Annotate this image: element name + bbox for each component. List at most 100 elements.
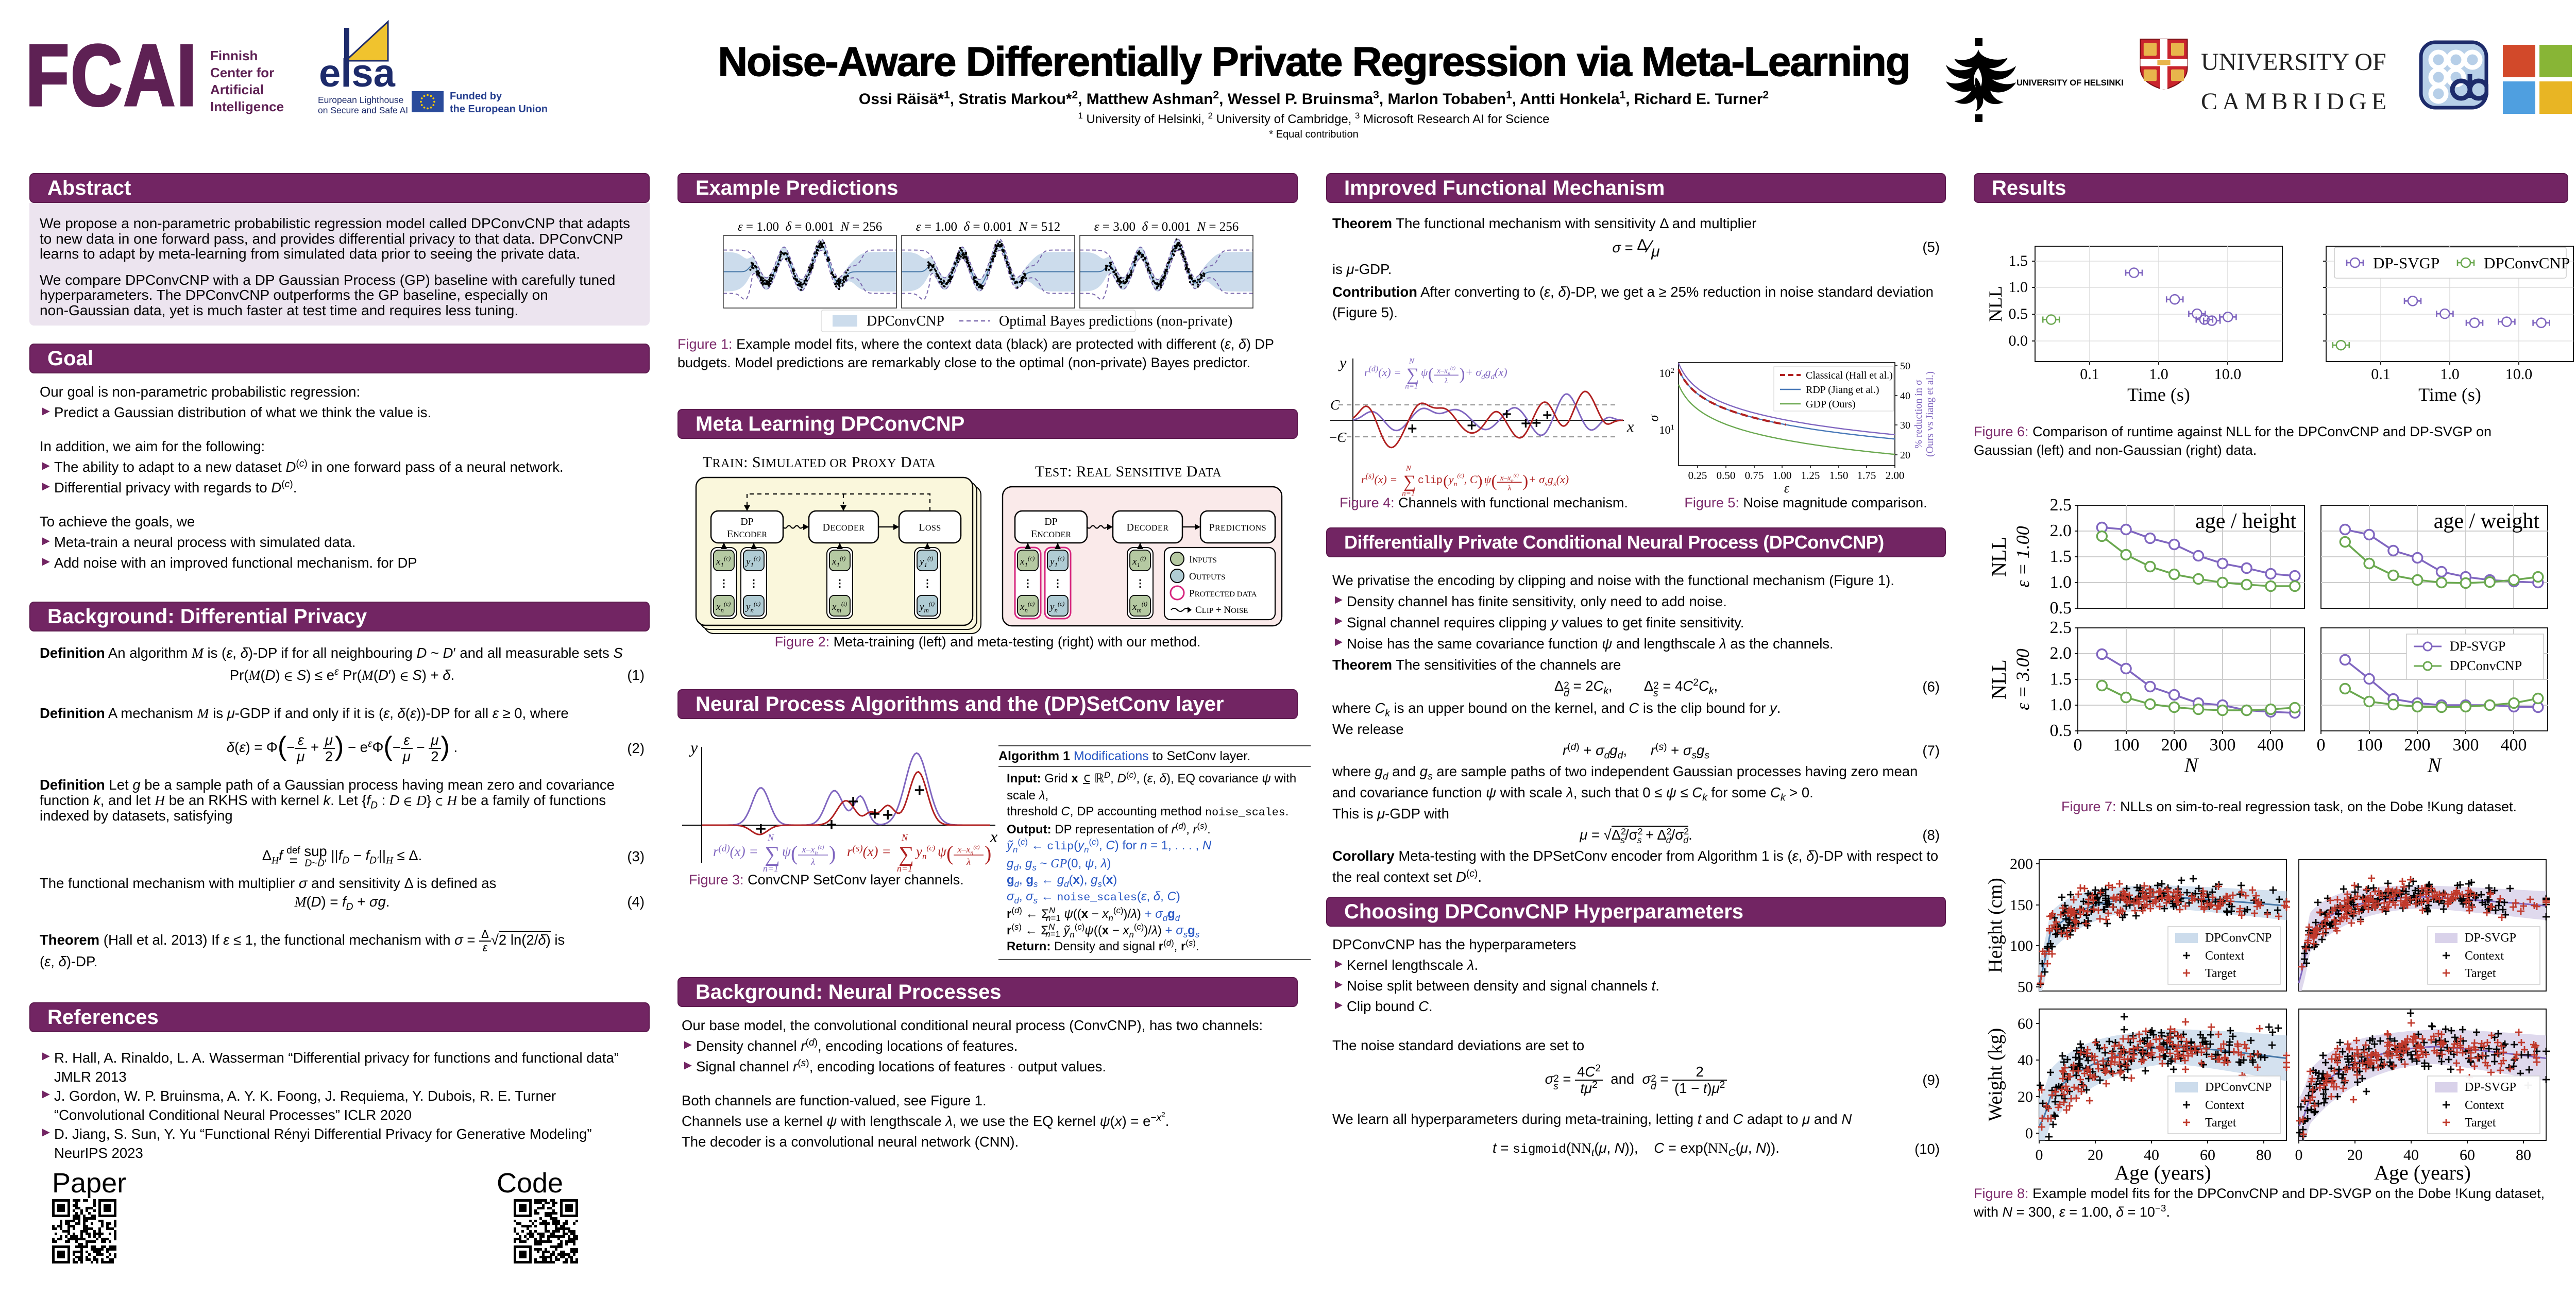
svg-text:1.5: 1.5 (2050, 670, 2072, 689)
svg-text:20: 20 (2018, 1088, 2033, 1105)
svg-text:∑: ∑ (1406, 365, 1419, 384)
svg-text:ε: ε (1784, 481, 1790, 496)
svg-text:yn(c): yn(c) (745, 600, 760, 614)
svg-text:⋮: ⋮ (1135, 578, 1145, 589)
svg-text:N: N (1405, 464, 1412, 472)
svg-text:on Secure and Safe AI: on Secure and Safe AI (318, 105, 408, 113)
svg-text:xn(c): xn(c) (1020, 600, 1035, 614)
svg-text:−C: −C (1329, 430, 1347, 445)
svg-text:): ) (985, 842, 991, 865)
svg-text:0.25: 0.25 (1688, 469, 1707, 482)
svg-text:Target: Target (2205, 967, 2236, 980)
svg-text:GDP (Ours): GDP (Ours) (1806, 399, 1855, 410)
svg-text:(: ( (791, 842, 798, 865)
svg-text:1.75: 1.75 (1857, 469, 1876, 482)
svg-text:60: 60 (2200, 1147, 2215, 1164)
svg-text:+ σdgd(x): + σdgd(x) (1465, 366, 1507, 381)
svg-text:N: N (2184, 754, 2199, 777)
svg-text:Time (s): Time (s) (2127, 384, 2190, 405)
svg-text:n=1: n=1 (1405, 383, 1418, 391)
svg-text:TRAIN: SIMULATED OR PROXY DATA: TRAIN: SIMULATED OR PROXY DATA (703, 456, 936, 471)
svg-text:0: 0 (2074, 736, 2082, 755)
svg-text:): ) (829, 842, 836, 865)
svg-text:DP-SVGP: DP-SVGP (2373, 254, 2439, 272)
svg-text:⋮: ⋮ (835, 578, 845, 589)
svg-text:n=1: n=1 (1402, 490, 1415, 498)
svg-text:0: 0 (2317, 736, 2326, 755)
svg-text:DECODER: DECODER (1127, 522, 1169, 533)
svg-text:n=1: n=1 (763, 863, 778, 874)
svg-text:σ: σ (1648, 414, 1661, 421)
svg-text:50: 50 (1900, 361, 1910, 372)
svg-text:300: 300 (2453, 736, 2479, 755)
svg-text:LOSS: LOSS (919, 522, 941, 533)
svg-text:DP-SVGP: DP-SVGP (2465, 931, 2516, 945)
svg-text:λ: λ (1507, 484, 1512, 492)
svg-text:0.5: 0.5 (2009, 305, 2028, 322)
svg-text:1.0: 1.0 (2009, 279, 2028, 296)
svg-text:60: 60 (2018, 1015, 2033, 1032)
svg-text:20: 20 (2088, 1147, 2103, 1164)
svg-text:DP-SVGP: DP-SVGP (2465, 1081, 2516, 1094)
svg-text:yn(c): yn(c) (914, 844, 935, 861)
svg-text:400: 400 (2501, 736, 2527, 755)
svg-text:N: N (1409, 357, 1415, 365)
svg-text:Age (years): Age (years) (2374, 1161, 2471, 1184)
svg-text:y1(c): y1(c) (745, 555, 760, 569)
svg-text:NLL: NLL (1986, 286, 2006, 322)
svg-text:0.50: 0.50 (1717, 469, 1736, 482)
svg-text:100: 100 (2113, 736, 2140, 755)
svg-text:N: N (2427, 754, 2443, 777)
svg-text:): ) (1522, 472, 1528, 491)
svg-text:∑: ∑ (765, 843, 780, 866)
svg-text:r(d)(x) =: r(d)(x) = (713, 843, 758, 859)
svg-text:0: 0 (2036, 1147, 2043, 1164)
svg-text:50: 50 (2018, 979, 2033, 996)
svg-text:UNIVERSITY OF: UNIVERSITY OF (2201, 48, 2386, 76)
svg-text:⋮: ⋮ (1053, 578, 1063, 589)
svg-text:% reduction in σ: % reduction in σ (1913, 380, 1924, 449)
svg-text:60: 60 (2460, 1147, 2475, 1164)
svg-text:300: 300 (2210, 736, 2236, 755)
svg-text:80: 80 (2256, 1147, 2272, 1164)
svg-text:NLL: NLL (1987, 659, 2010, 699)
svg-text:Funded by: Funded by (450, 91, 502, 102)
svg-text:Target: Target (2205, 1116, 2236, 1130)
svg-text:DPConvCNP: DPConvCNP (2484, 254, 2570, 272)
svg-text:200: 200 (2161, 736, 2188, 755)
svg-text:DP: DP (740, 516, 754, 527)
svg-text:30: 30 (1900, 420, 1910, 431)
svg-text:40: 40 (1900, 390, 1910, 402)
svg-text:Age (years): Age (years) (2114, 1161, 2211, 1184)
svg-text:y1(c): y1(c) (1049, 555, 1064, 569)
svg-text:400: 400 (2258, 736, 2284, 755)
svg-text:2.5: 2.5 (2050, 496, 2072, 515)
svg-text:λ: λ (810, 857, 815, 867)
svg-text:N: N (901, 832, 908, 843)
svg-text:y: y (1338, 354, 1347, 371)
svg-text:(: ( (946, 842, 953, 865)
svg-text:λ: λ (1444, 377, 1448, 385)
svg-text:40: 40 (2144, 1147, 2159, 1164)
svg-text:1.0: 1.0 (2149, 366, 2168, 383)
svg-text:CLIP + NOISE: CLIP + NOISE (1195, 605, 1248, 616)
svg-text:y1(t): y1(t) (919, 555, 933, 569)
svg-text:ε = 1.00: ε = 1.00 (2012, 526, 2033, 587)
svg-text:CAMBRIDGE: CAMBRIDGE (2201, 88, 2391, 109)
svg-text:ε = 1.00 δ = 0.001 N = 512: ε = 1.00 δ = 0.001 N = 512 (916, 220, 1061, 234)
svg-text:Context: Context (2205, 949, 2244, 963)
svg-text:1.5: 1.5 (2050, 547, 2072, 566)
svg-text:200: 200 (2010, 856, 2033, 873)
svg-text:ψ: ψ (938, 844, 947, 859)
svg-text:ENCODER: ENCODER (727, 528, 767, 540)
svg-text:ε = 1.00 δ = 0.001 N = 256: ε = 1.00 δ = 0.001 N = 256 (738, 220, 883, 234)
svg-text:ψ: ψ (1421, 366, 1428, 379)
svg-text:yn(c), C: yn(c), C (1448, 472, 1478, 488)
svg-text:OUTPUTS: OUTPUTS (1189, 571, 1225, 582)
svg-text:101: 101 (1659, 423, 1675, 436)
svg-text:clip: clip (1418, 475, 1443, 487)
svg-text:0.1: 0.1 (2080, 366, 2099, 383)
svg-text:⋮: ⋮ (1023, 578, 1033, 589)
svg-text:DPConvCNP: DPConvCNP (867, 313, 944, 329)
svg-text:x1(c): x1(c) (1020, 555, 1035, 569)
